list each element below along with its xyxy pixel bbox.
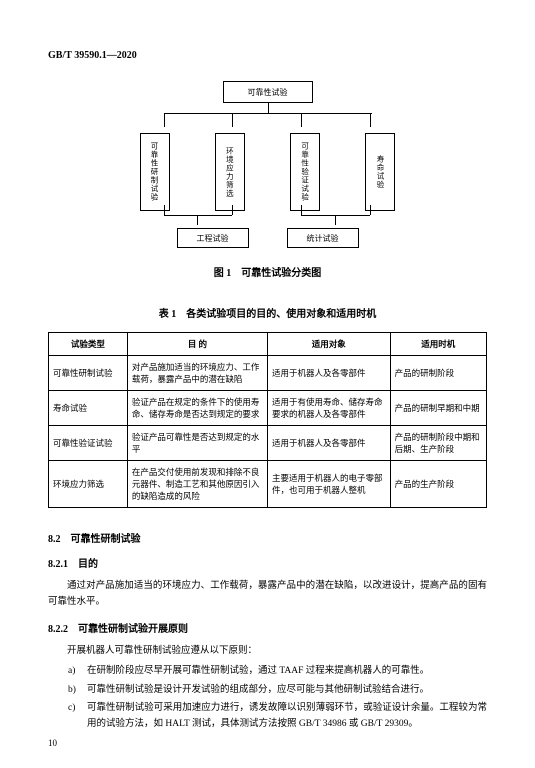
diagram-mid-1: 环境应力筛选 xyxy=(215,133,245,211)
table-row: 寿命试验 验证产品在规定的条件下的使用寿命、储存寿命是否达到规定的要求 适用于有… xyxy=(49,391,487,426)
diagram-root: 可靠性试验 xyxy=(223,81,313,103)
section-8-2-2: 8.2.2 可靠性研制试验开展原则 xyxy=(48,620,487,635)
list-marker: b) xyxy=(68,682,76,698)
table-cell: 主要适用于机器人的电子零部件，也可用于机器人整机 xyxy=(267,461,390,508)
table-row: 可靠性验证试验 验证产品可靠性是否达到规定的水平 适用于机器人及各零部件 产品的… xyxy=(49,426,487,461)
table-cell: 验证产品在规定的条件下的使用寿命、储存寿命是否达到规定的要求 xyxy=(127,391,267,426)
table-cell: 可靠性研制试验 xyxy=(49,356,128,391)
section-8-2-2-intro: 开展机器人可靠性研制试验应遵从以下原则： xyxy=(48,643,487,659)
table-cell: 适用于有使用寿命、储存寿命要求的机器人及各零部件 xyxy=(267,391,390,426)
table-row: 环境应力筛选 在产品交付使用前发现和排除不良元器件、制造工艺和其他原因引入的缺陷… xyxy=(49,461,487,508)
table-cell: 寿命试验 xyxy=(49,391,128,426)
table-cell: 在产品交付使用前发现和排除不良元器件、制造工艺和其他原因引入的缺陷造成的风险 xyxy=(127,461,267,508)
list-item-a: 在研制阶段应尽早开展可靠性研制试验，通过 TAAF 过程来提高机器人的可靠性。 xyxy=(87,666,429,676)
table-cell: 产品的研制阶段 xyxy=(390,356,486,391)
table-header-1: 目 的 xyxy=(127,333,267,356)
section-8-2-2-list: a) 在研制阶段应尽早开展可靠性研制试验，通过 TAAF 过程来提高机器人的可靠性… xyxy=(48,663,487,732)
table-cell: 验证产品可靠性是否达到规定的水平 xyxy=(127,426,267,461)
table-cell: 可靠性验证试验 xyxy=(49,426,128,461)
section-8-2-1: 8.2.1 目的 xyxy=(48,555,487,570)
diagram-mid-2: 可靠性验证试验 xyxy=(290,133,320,211)
diagram-mid-3: 寿命试验 xyxy=(365,133,395,211)
section-8-2: 8.2 可靠性研制试验 xyxy=(48,530,487,545)
list-marker: a) xyxy=(68,663,75,679)
figure-caption: 图 1 可靠性试验分类图 xyxy=(48,264,487,279)
table-cell: 环境应力筛选 xyxy=(49,461,128,508)
table-header-0: 试验类型 xyxy=(49,333,128,356)
list-marker: c) xyxy=(68,700,75,716)
section-8-2-1-para: 通过对产品施加适当的环境应力、工作载荷，暴露产品中的潜在缺陷，以改进设计，提高产… xyxy=(48,578,487,610)
table-header-3: 适用时机 xyxy=(390,333,486,356)
table-cell: 适用于机器人及各零部件 xyxy=(267,356,390,391)
table-row: 可靠性研制试验 对产品施加适当的环境应力、工作载荷，暴露产品中的潜在缺陷 适用于… xyxy=(49,356,487,391)
list-item-c: 可靠性研制试验可采用加速应力进行，诱发故障以识别薄弱环节，或验证设计余量。工程较… xyxy=(87,703,487,729)
table-header-2: 适用对象 xyxy=(267,333,390,356)
table-caption: 表 1 各类试验项目的目的、使用对象和适用时机 xyxy=(48,305,487,320)
table-cell: 适用于机器人及各零部件 xyxy=(267,426,390,461)
list-item-b: 可靠性研制试验是设计开发试验的组成部分，应尽可能与其他研制试验结合进行。 xyxy=(87,685,429,695)
doc-header: GB/T 39590.1—2020 xyxy=(48,50,487,61)
diagram-mid-0: 可靠性研制试验 xyxy=(140,133,170,211)
table-cell: 产品的研制阶段中期和后期、生产阶段 xyxy=(390,426,486,461)
page-number: 10 xyxy=(48,738,487,748)
classification-diagram: 可靠性试验 可靠性研制试验 环境应力筛选 可靠性验证试验 寿命试验 工程试 xyxy=(138,81,398,248)
table-cell: 产品的研制早期和中期 xyxy=(390,391,486,426)
table-cell: 对产品施加适当的环境应力、工作载荷，暴露产品中的潜在缺陷 xyxy=(127,356,267,391)
diagram-bottom-1: 统计试验 xyxy=(287,228,359,248)
diagram-bottom-0: 工程试验 xyxy=(177,228,249,248)
table-cell: 产品的生产阶段 xyxy=(390,461,486,508)
test-types-table: 试验类型 目 的 适用对象 适用时机 可靠性研制试验 对产品施加适当的环境应力、… xyxy=(48,332,487,508)
